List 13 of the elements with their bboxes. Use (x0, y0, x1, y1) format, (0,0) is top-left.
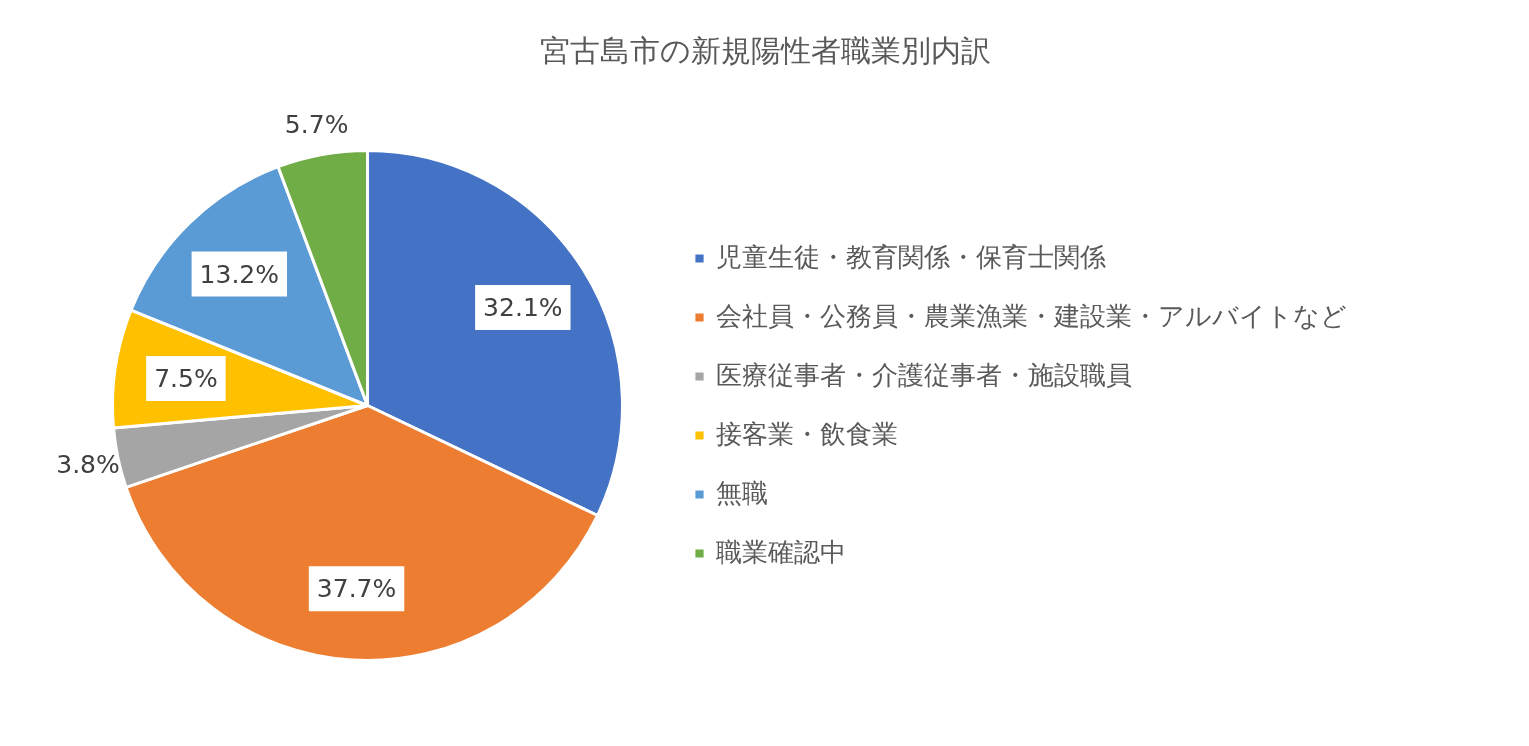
data-label: 37.7% (316, 574, 397, 604)
data-label: 32.1% (483, 293, 563, 323)
legend-label: 医療従事者・介護従事者・施設職員 (716, 359, 1132, 392)
chart-title: 宮古島市の新規陽性者職業別内訳 (539, 33, 991, 68)
data-label: 3.8% (56, 449, 120, 479)
data-label: 13.2% (199, 259, 280, 289)
legend-label: 会社員・公務員・農業漁業・建設業・アルバイトなど (716, 300, 1347, 333)
legend-label: 児童生徒・教育関係・保育士関係 (716, 241, 1106, 274)
legend-label: 無職 (716, 477, 768, 510)
legend-label: 職業確認中 (716, 536, 846, 569)
legend-label: 接客業・飲食業 (716, 418, 898, 451)
data-label: 7.5% (154, 363, 218, 393)
data-label: 5.7% (284, 109, 349, 139)
